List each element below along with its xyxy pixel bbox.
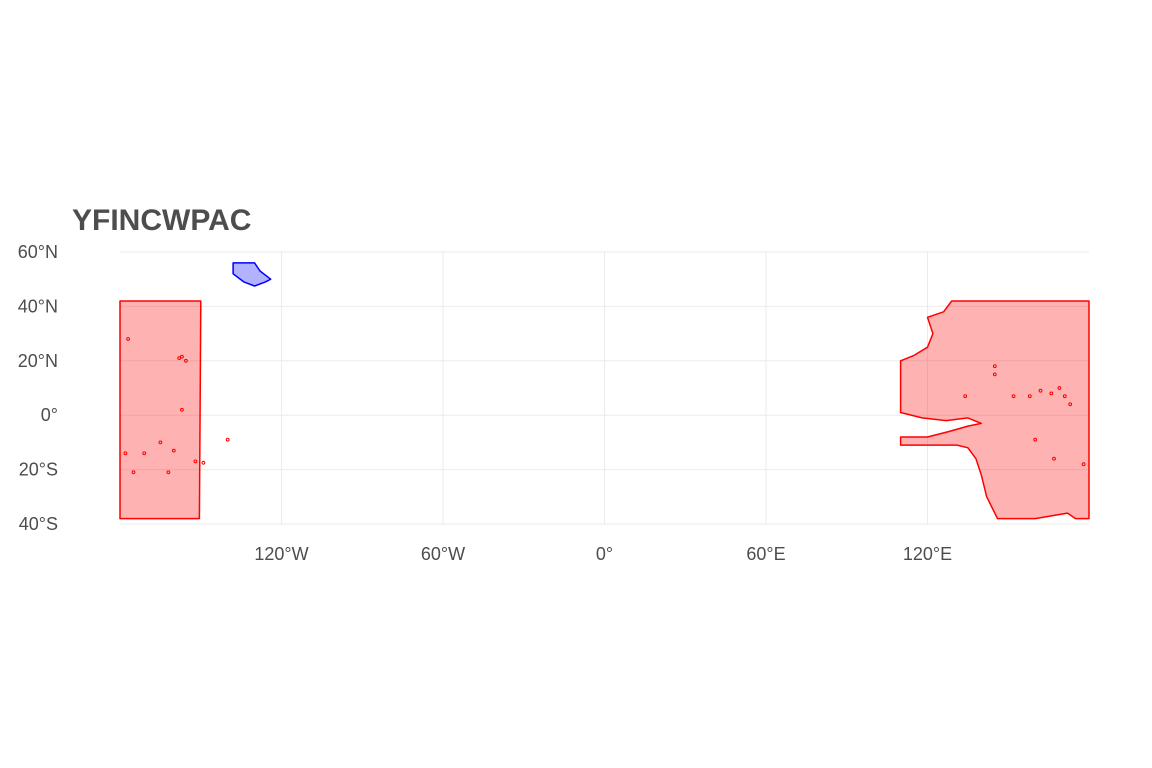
island-outline bbox=[131, 470, 136, 475]
y-tick-label: 40°S bbox=[19, 514, 58, 534]
island-outline bbox=[166, 470, 171, 475]
x-tick-label: 60°W bbox=[421, 544, 465, 564]
island-outlines bbox=[123, 337, 1086, 475]
western-pacific-west-region bbox=[899, 300, 1090, 520]
island-outline bbox=[177, 356, 182, 361]
island-outline bbox=[992, 372, 997, 377]
x-tick-label: 60°E bbox=[746, 544, 785, 564]
y-tick-label: 60°N bbox=[18, 242, 58, 262]
island-outline bbox=[171, 448, 176, 453]
y-tick-label: 20°S bbox=[19, 460, 58, 480]
northeast-pacific-region bbox=[232, 262, 272, 287]
island-outline bbox=[1038, 388, 1043, 393]
island-outline bbox=[1049, 391, 1054, 396]
island-outline bbox=[126, 337, 131, 341]
island-outline bbox=[184, 358, 188, 363]
island-outline bbox=[225, 437, 230, 442]
x-tick-label: 120°W bbox=[254, 544, 308, 564]
island-outline bbox=[142, 451, 147, 456]
y-tick-label: 0° bbox=[41, 405, 58, 425]
island-outline bbox=[1057, 386, 1062, 390]
y-tick-label: 20°N bbox=[18, 351, 58, 371]
y-tick-label: 40°N bbox=[18, 296, 58, 316]
island-outline bbox=[158, 440, 163, 445]
island-outline bbox=[201, 460, 206, 465]
island-outline bbox=[992, 364, 997, 369]
island-outline bbox=[123, 451, 128, 456]
island-outline bbox=[1011, 394, 1016, 399]
island-outline bbox=[180, 407, 184, 412]
western-pacific-east-region bbox=[119, 300, 202, 520]
island-outline bbox=[1062, 394, 1067, 399]
island-outline bbox=[193, 459, 198, 464]
map-title: YFINCWPAC bbox=[72, 204, 251, 237]
island-outline bbox=[1081, 462, 1086, 467]
island-outline bbox=[1052, 456, 1056, 461]
x-tick-label: 0° bbox=[596, 544, 613, 564]
axis-labels: 60°N 40°N 20°N 0° 20°S 40°S 120°W 60°W 0° 60°E 120… bbox=[18, 242, 952, 564]
island-outline bbox=[1027, 394, 1032, 399]
island-outline bbox=[963, 394, 968, 399]
island-outline bbox=[1033, 437, 1038, 442]
island-outline bbox=[1068, 402, 1073, 407]
island-outline bbox=[180, 354, 184, 359]
x-tick-label: 120°E bbox=[903, 544, 952, 564]
graticule bbox=[120, 251, 1089, 525]
